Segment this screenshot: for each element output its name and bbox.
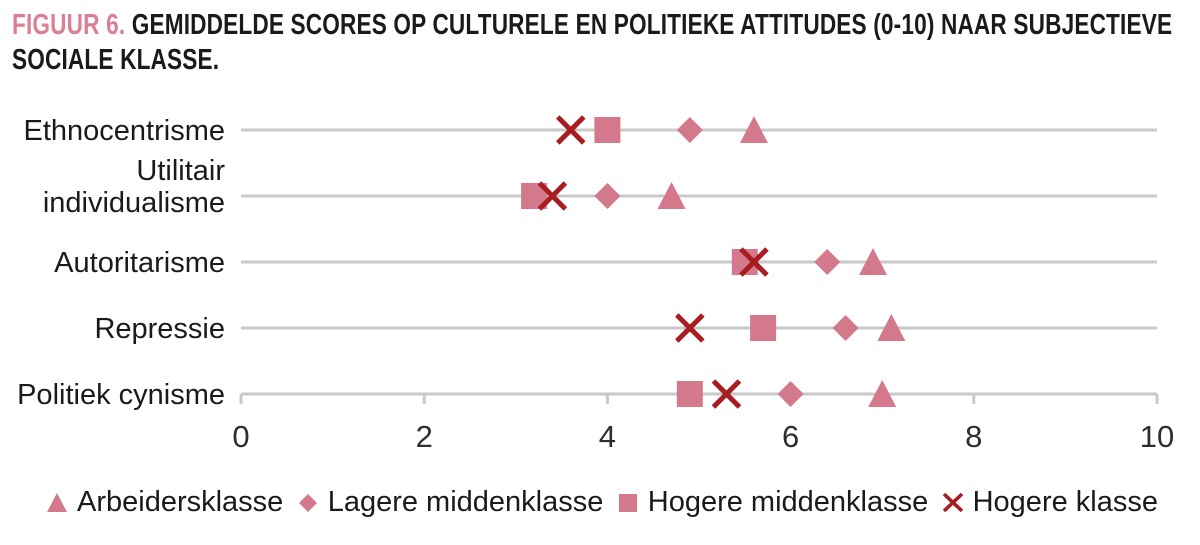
dotplot-chart: Ethnocentrisme Utilitair individualisme Aut… <box>17 115 1174 454</box>
axis-tick-label: 4 <box>599 419 616 454</box>
axis-tick-label: 6 <box>782 419 799 454</box>
marker-cross <box>555 115 586 145</box>
title-text: GEMIDDELDE SCORES OP CULTURELE EN POLITI… <box>12 9 1173 76</box>
marker-diamond <box>298 494 317 512</box>
marker-square <box>618 494 637 512</box>
category-label: Utilitair individualisme <box>43 155 225 219</box>
marker-triangle <box>877 314 906 341</box>
legend-item: Lagere middenklasse <box>295 485 604 519</box>
category-label: Repressie <box>94 313 225 345</box>
marker-diamond <box>832 315 859 341</box>
marker-cross <box>711 379 742 409</box>
marker-diamond <box>676 117 703 143</box>
legend-item: Arbeidersklasse <box>44 486 283 519</box>
marker-square <box>594 117 621 143</box>
axis-tick-label: 10 <box>1140 419 1174 454</box>
marker-diamond <box>777 381 804 407</box>
category-label-line: individualisme <box>43 187 225 219</box>
marker-triangle <box>47 493 67 512</box>
category-label: Ethnocentrisme <box>24 115 226 147</box>
legend-marker-cross-icon <box>942 492 963 513</box>
category-label: Politiek cynisme <box>17 379 225 411</box>
figure-label: FIGUUR 6. <box>12 9 126 41</box>
legend-label: Lagere middenklasse <box>327 485 604 518</box>
marker-cross <box>537 181 568 211</box>
marker-diamond <box>814 249 841 275</box>
category-label: Autoritarisme <box>54 247 225 279</box>
category-label-line: Utilitair <box>136 155 225 187</box>
marker-triangle <box>859 248 888 275</box>
marker-triangle <box>657 182 686 209</box>
legend-label: Hogere klasse <box>972 485 1158 518</box>
legend-cross-glyph <box>942 492 963 513</box>
marker-triangle <box>868 380 897 407</box>
legend-item: Hogere middenklasse <box>615 486 928 519</box>
marker-diamond <box>594 183 621 209</box>
axis-tick-label: 0 <box>232 419 249 454</box>
legend-item: Hogere klasse <box>940 486 1158 519</box>
axis-tick-label: 2 <box>416 419 433 454</box>
legend-marker-square-icon <box>618 494 637 512</box>
legend-label: Hogere middenklasse <box>647 485 929 518</box>
figure-title: FIGUUR 6. GEMIDDELDE SCORES OP CULTURELE… <box>12 8 1182 78</box>
marker-cross <box>739 247 769 277</box>
axis-tick-label: 8 <box>965 419 982 454</box>
legend-marker-triangle-icon <box>47 493 67 512</box>
marker-square <box>750 315 777 341</box>
chart-legend: Arbeidersklasse Lagere middenklasse Hogere… <box>0 480 1200 524</box>
marker-triangle <box>739 116 768 143</box>
legend-marker-diamond-icon <box>298 494 317 512</box>
marker-square <box>676 381 703 407</box>
marker-cross <box>675 313 705 343</box>
legend-label: Arbeidersklasse <box>77 485 284 518</box>
